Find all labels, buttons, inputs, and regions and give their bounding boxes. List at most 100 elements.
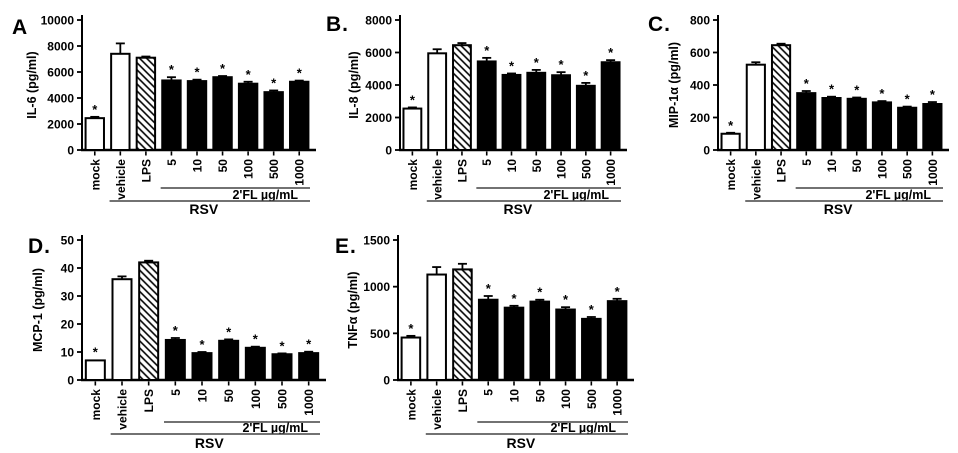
treatment-group-label: 2'FL µg/mL [543,188,609,202]
bar-1000 [298,352,320,382]
bar-50 [526,71,547,151]
y-tick-label: 2000 [47,118,74,132]
significance-asterisk: * [537,285,543,300]
y-tick-label: 0 [67,374,74,388]
bar-LPS [138,261,160,381]
bar-1000 [922,103,943,151]
significance-asterisk: * [253,332,259,347]
bar-5 [161,79,182,151]
y-tick-label: 40 [61,262,75,276]
rsv-group-label: RSV [189,201,218,217]
bar-10 [191,352,213,382]
bar-100 [551,74,571,151]
x-category-label: 50 [222,389,236,403]
bar-LPS [135,56,157,152]
x-category-label: 500 [585,389,599,409]
y-tick-label: 50 [61,234,75,248]
x-category-label: 500 [267,159,281,179]
significance-asterisk: * [829,82,835,97]
x-category-label: LPS [775,159,789,182]
significance-asterisk: * [728,118,734,133]
x-category-label: mock [88,159,102,191]
x-category-label: 10 [825,159,839,173]
bar-50 [846,97,867,151]
bar-10 [501,73,522,151]
bar-5 [164,338,186,381]
x-category-label: 500 [276,389,290,409]
chart-d: 0 10 20 30 40 50 MCP-1 (pg/ml) * mock vehicle LPS *… [31,234,326,451]
bar-LPS [452,44,472,151]
y-tick-label: 4000 [365,79,392,93]
panel-label-d: D. [28,235,51,258]
rsv-group-label: RSV [824,201,853,217]
bar-1000 [606,300,628,381]
bar-10 [503,306,525,381]
x-category-label: 100 [559,389,573,409]
significance-asterisk: * [408,321,414,336]
x-category-label: LPS [455,159,469,182]
rsv-group-label: RSV [195,435,224,451]
panel-label-c: C. [648,13,671,36]
significance-asterisk: * [559,57,565,72]
y-tick-label: 10 [61,346,75,360]
bar-50 [212,76,233,151]
x-category-label: 1000 [926,159,940,186]
significance-asterisk: * [194,65,200,80]
significance-asterisk: * [879,86,885,101]
bar-5 [477,298,499,381]
significance-asterisk: * [306,337,312,352]
chart-a: 0 2000 4000 6000 8000 10000 IL-6 (pg/ml) * mock v… [25,14,316,217]
y-tick-label: 800 [690,14,710,28]
chart-b: 0 2000 4000 6000 8000 IL-8 (pg/ml) * mock vehicl… [347,14,627,217]
y-axis-label: MIP-1α (pg/ml) [667,42,681,128]
significance-asterisk: * [246,67,252,82]
significance-asterisk: * [563,292,569,307]
x-category-label: vehicle [114,159,128,200]
bar-mock [720,132,741,151]
y-tick-label: 6000 [365,46,392,60]
x-category-label: vehicle [749,159,763,200]
significance-asterisk: * [484,43,490,58]
bar-100 [871,101,893,151]
chart-c: 0 200 400 600 800 MIP-1α (pg/ml) * mock vehicle L… [667,14,949,217]
significance-asterisk: * [534,55,540,70]
bar-50 [529,300,551,381]
y-tick-label: 1500 [363,234,390,248]
x-category-label: 5 [482,389,496,396]
bar-10 [821,97,842,151]
bar-vehicle [110,52,131,151]
bar-LPS [770,44,792,151]
significance-asterisk: * [608,45,614,60]
bar-vehicle [427,52,448,151]
bar-LPS [452,268,473,381]
x-category-label: 100 [249,389,263,409]
x-category-label: 50 [530,159,544,173]
x-category-label: 100 [555,159,569,179]
y-tick-label: 200 [690,111,710,125]
y-tick-label: 600 [690,46,710,60]
y-tick-label: 4000 [47,92,74,106]
x-category-label: 5 [165,159,179,166]
bar-500 [897,106,918,151]
x-category-label: LPS [142,389,156,412]
panel-d: D. 0 10 20 30 40 50 MCP-1 (pg/ml) * mock vehicle L… [0,226,335,453]
bar-500 [581,317,602,382]
y-tick-label: 500 [370,327,390,341]
y-tick-label: 0 [385,144,392,158]
y-tick-label: 8000 [365,14,392,28]
x-category-label: LPS [139,159,153,182]
significance-asterisk: * [905,92,911,107]
treatment-group-label: 2'FL µg/mL [232,188,298,202]
significance-asterisk: * [220,61,226,76]
x-category-label: 5 [800,159,814,166]
significance-asterisk: * [410,92,416,107]
x-category-label: 1000 [293,159,307,186]
y-tick-label: 6000 [47,66,74,80]
y-axis-label: MCP-1 (pg/ml) [31,268,45,352]
bar-mock [84,117,105,152]
x-category-label: 10 [508,389,522,403]
bar-1000 [600,61,621,151]
x-category-label: 100 [875,159,889,179]
x-category-label: LPS [456,389,470,412]
